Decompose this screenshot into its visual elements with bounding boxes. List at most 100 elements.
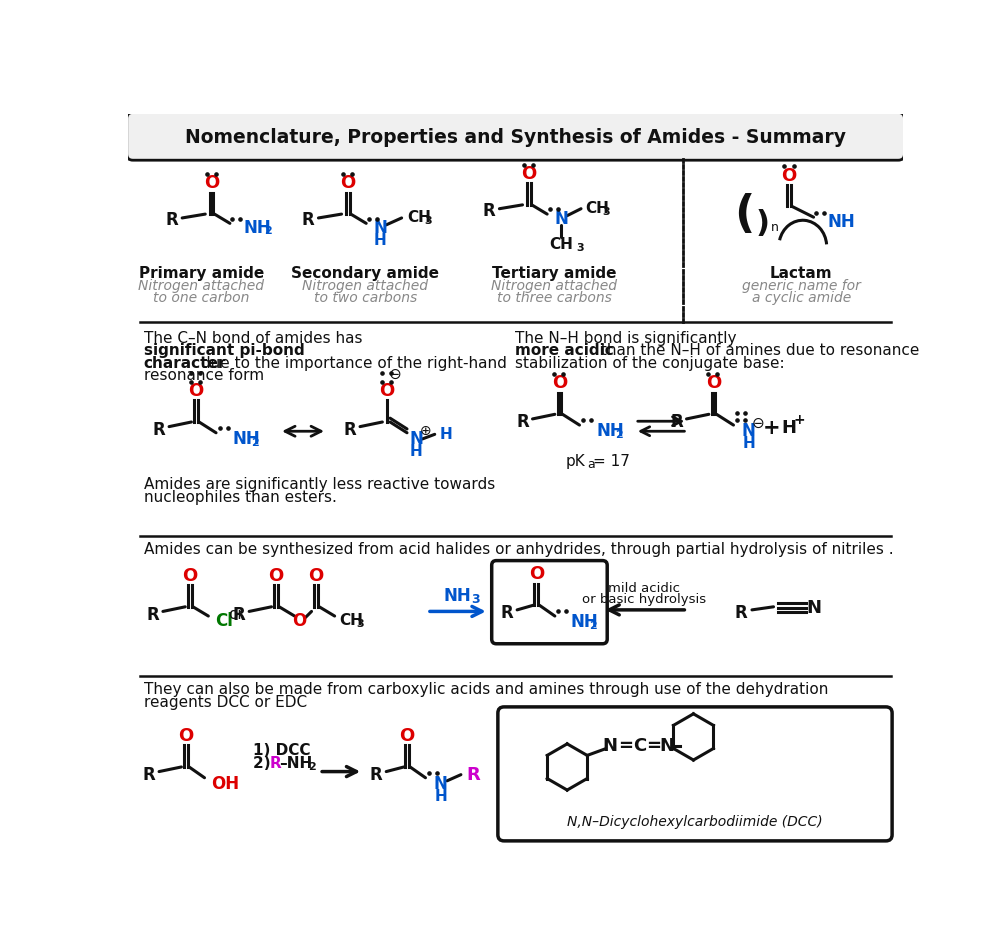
- Text: NH: NH: [444, 587, 472, 605]
- Text: R: R: [516, 413, 529, 431]
- Text: Nitrogen attached: Nitrogen attached: [139, 278, 265, 293]
- FancyBboxPatch shape: [127, 112, 904, 161]
- Text: or: or: [228, 607, 243, 622]
- Text: 3: 3: [356, 618, 364, 629]
- Text: or basic hydrolysis: or basic hydrolysis: [582, 593, 706, 605]
- Text: R: R: [165, 211, 178, 229]
- Text: R: R: [270, 756, 282, 771]
- FancyBboxPatch shape: [498, 707, 892, 841]
- Text: O: O: [292, 612, 307, 630]
- Text: R: R: [467, 766, 480, 784]
- Text: mild acidic: mild acidic: [609, 581, 680, 595]
- Text: +: +: [794, 413, 806, 428]
- Text: ⊕: ⊕: [420, 425, 432, 438]
- Text: Cl: Cl: [215, 612, 233, 630]
- Text: H: H: [782, 419, 797, 437]
- Text: character: character: [144, 356, 226, 370]
- Text: O: O: [269, 567, 284, 585]
- Text: R: R: [302, 211, 314, 229]
- Text: 2: 2: [252, 438, 260, 447]
- Text: ⊖: ⊖: [751, 416, 765, 431]
- Text: pK: pK: [565, 454, 585, 469]
- Text: O: O: [340, 174, 355, 192]
- Text: NH: NH: [243, 218, 272, 237]
- Text: 1) DCC: 1) DCC: [253, 743, 311, 757]
- Text: N: N: [806, 598, 821, 617]
- Text: more acidic: more acidic: [515, 344, 614, 358]
- Text: –NH: –NH: [280, 756, 313, 771]
- Text: R: R: [734, 604, 747, 622]
- Text: N: N: [660, 737, 675, 755]
- Text: than the N–H of amines due to resonance: than the N–H of amines due to resonance: [597, 344, 919, 358]
- Text: H: H: [435, 788, 448, 804]
- Text: N: N: [373, 218, 387, 237]
- Text: resonance form: resonance form: [144, 368, 264, 383]
- Text: Tertiary amide: Tertiary amide: [492, 266, 617, 281]
- Text: N,N–Dicyclohexylcarbodiimide (DCC): N,N–Dicyclohexylcarbodiimide (DCC): [567, 815, 823, 829]
- Text: O: O: [178, 727, 193, 745]
- Text: O: O: [521, 165, 536, 183]
- Text: ⊖: ⊖: [388, 367, 401, 382]
- Text: 2: 2: [308, 762, 316, 772]
- Text: N: N: [409, 430, 424, 448]
- Text: R: R: [153, 421, 165, 439]
- Text: Lactam: Lactam: [770, 266, 833, 281]
- Text: H: H: [440, 427, 452, 442]
- Text: C: C: [633, 737, 646, 755]
- Text: NH: NH: [827, 213, 855, 231]
- Text: a cyclic amide: a cyclic amide: [751, 291, 851, 305]
- Text: Amides can be synthesized from acid halides or anhydrides, through partial hydro: Amides can be synthesized from acid hali…: [144, 542, 893, 557]
- Text: The N–H bond is significantly: The N–H bond is significantly: [515, 332, 741, 346]
- Text: 3: 3: [424, 216, 432, 226]
- Text: 3: 3: [576, 243, 584, 253]
- Text: Nitrogen attached: Nitrogen attached: [491, 278, 617, 293]
- Text: to three carbons: to three carbons: [497, 291, 612, 305]
- Text: They can also be made from carboxylic acids and amines through use of the dehydr: They can also be made from carboxylic ac…: [144, 682, 828, 697]
- Text: R: R: [143, 766, 156, 784]
- Text: 2: 2: [615, 430, 623, 440]
- Text: R: R: [344, 421, 356, 439]
- FancyBboxPatch shape: [124, 109, 907, 850]
- Text: ): ): [756, 209, 770, 238]
- Text: CH: CH: [407, 211, 431, 225]
- Text: Nitrogen attached: Nitrogen attached: [303, 278, 429, 293]
- Text: OH: OH: [210, 775, 238, 793]
- Text: Amides are significantly less reactive towards: Amides are significantly less reactive t…: [144, 478, 495, 492]
- Text: O: O: [379, 382, 394, 400]
- Text: NH: NH: [597, 422, 624, 440]
- Text: O: O: [706, 374, 721, 392]
- Text: 3: 3: [471, 593, 480, 605]
- Text: 3: 3: [603, 207, 611, 217]
- Text: H: H: [373, 233, 386, 248]
- Text: Nomenclature, Properties and Synthesis of Amides - Summary: Nomenclature, Properties and Synthesis o…: [185, 127, 846, 146]
- Text: N: N: [554, 210, 568, 228]
- Text: CH: CH: [339, 613, 363, 628]
- Text: R: R: [501, 604, 513, 622]
- FancyBboxPatch shape: [492, 560, 608, 644]
- Text: H: H: [742, 436, 756, 451]
- Text: to one carbon: to one carbon: [153, 291, 249, 305]
- Text: a: a: [588, 458, 595, 471]
- Text: n: n: [772, 221, 779, 235]
- Text: 2): 2): [253, 756, 276, 771]
- Text: O: O: [309, 567, 324, 585]
- Text: NH: NH: [233, 430, 261, 448]
- Text: H: H: [409, 444, 423, 459]
- Text: O: O: [188, 382, 203, 400]
- Text: R: R: [370, 766, 382, 784]
- Text: NH: NH: [570, 613, 598, 631]
- Text: Primary amide: Primary amide: [139, 266, 264, 281]
- Text: significant pi-bond: significant pi-bond: [144, 344, 305, 358]
- Text: N: N: [603, 737, 618, 755]
- Text: nucleophiles than esters.: nucleophiles than esters.: [144, 490, 337, 504]
- Text: The C–N bond of amides has: The C–N bond of amides has: [144, 332, 367, 346]
- Text: O: O: [204, 174, 219, 192]
- Text: Secondary amide: Secondary amide: [292, 266, 440, 281]
- Text: R: R: [147, 605, 159, 623]
- Text: R: R: [232, 605, 245, 623]
- Text: R: R: [670, 413, 683, 431]
- Text: 2: 2: [589, 621, 597, 631]
- Text: O: O: [182, 567, 197, 585]
- Text: O: O: [782, 166, 797, 184]
- Text: N: N: [742, 422, 756, 440]
